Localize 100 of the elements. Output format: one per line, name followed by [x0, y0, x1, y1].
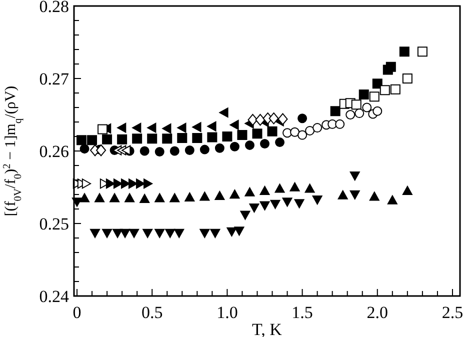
point: [226, 227, 237, 236]
point: [268, 112, 279, 124]
point: [122, 145, 131, 156]
point: [143, 178, 153, 189]
point: [380, 85, 390, 96]
point: [230, 142, 240, 152]
point: [290, 182, 300, 192]
point: [372, 106, 382, 116]
x-tick-label: 1.0: [216, 303, 238, 322]
point: [102, 228, 112, 238]
point: [248, 114, 258, 126]
point: [177, 122, 186, 133]
point: [184, 146, 194, 156]
point: [282, 198, 292, 207]
point: [80, 193, 90, 202]
point: [76, 135, 87, 146]
point: [244, 187, 255, 196]
point: [80, 144, 90, 154]
point: [312, 195, 322, 205]
point: [260, 186, 270, 195]
point: [260, 201, 270, 210]
point: [214, 190, 225, 200]
point: [354, 108, 364, 118]
point: [112, 228, 123, 238]
point: [298, 130, 308, 140]
point: [200, 192, 210, 201]
point: [154, 193, 165, 202]
point: [174, 228, 184, 238]
point: [124, 193, 135, 202]
x-tick-label: 0.5: [141, 303, 163, 322]
point: [177, 132, 188, 143]
point: [255, 114, 266, 126]
point: [270, 200, 280, 209]
point: [200, 144, 210, 154]
y-tick-label: 0.26: [39, 142, 69, 161]
point: [399, 46, 410, 57]
point: [117, 122, 126, 133]
point: [350, 190, 360, 200]
point: [120, 228, 130, 238]
point: [222, 132, 232, 142]
point: [304, 184, 315, 193]
point: [200, 228, 210, 238]
point: [192, 132, 202, 143]
point: [294, 199, 304, 208]
point: [275, 138, 285, 148]
point: [298, 114, 308, 124]
point: [252, 128, 262, 139]
point: [358, 89, 369, 100]
point: [237, 130, 248, 140]
point: [162, 134, 172, 144]
point: [210, 228, 220, 238]
point: [274, 184, 285, 193]
y-tick-label: 0.28: [39, 0, 69, 16]
point: [98, 124, 108, 134]
point: [147, 122, 156, 133]
point: [72, 198, 82, 207]
point: [140, 146, 150, 156]
point: [147, 134, 158, 144]
point: [170, 146, 180, 156]
point: [94, 193, 105, 202]
point: [207, 132, 218, 142]
point: [154, 228, 165, 238]
y-tick-label: 0.27: [39, 70, 70, 88]
point: [117, 134, 128, 144]
point: [350, 172, 360, 181]
point: [142, 228, 153, 238]
point: [330, 106, 340, 116]
point: [110, 193, 120, 202]
point: [249, 203, 260, 213]
point: [102, 134, 112, 144]
point: [140, 194, 150, 203]
y-tick-label: 0.24: [39, 287, 70, 306]
point: [278, 113, 288, 125]
x-tick-label: 2.5: [442, 303, 464, 322]
point: [192, 122, 202, 132]
point: [129, 228, 140, 238]
point: [267, 126, 278, 136]
point: [260, 139, 270, 148]
point: [154, 146, 164, 156]
point: [338, 190, 348, 200]
point: [417, 46, 428, 57]
x-tick-label: 0: [72, 303, 82, 322]
point: [305, 126, 315, 136]
point: [369, 192, 380, 201]
point: [230, 120, 239, 130]
point: [387, 195, 398, 204]
point: [386, 62, 396, 72]
point: [214, 143, 224, 153]
y-tick-label: 0.25: [39, 214, 69, 234]
point: [132, 134, 142, 144]
x-tick-label: 2.0: [366, 303, 388, 322]
point: [244, 140, 254, 150]
point: [362, 102, 372, 112]
point: [170, 193, 180, 202]
point: [346, 110, 356, 120]
point: [312, 123, 322, 133]
point: [335, 119, 345, 129]
point: [390, 84, 400, 94]
point: [402, 74, 412, 84]
point: [162, 124, 172, 134]
